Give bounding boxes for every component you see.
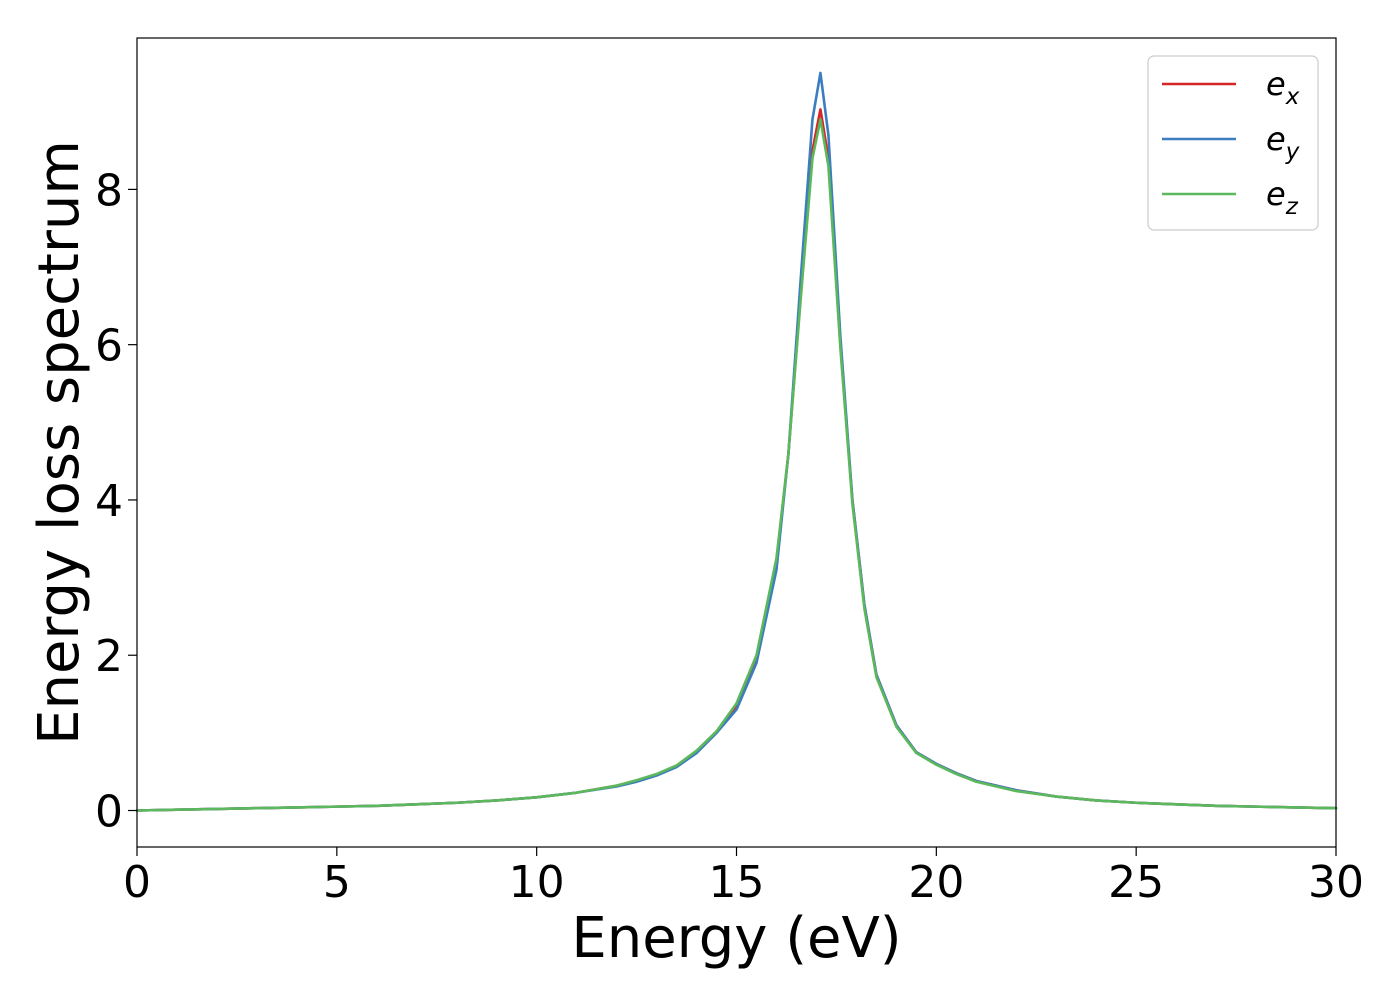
y-tick-label: 2 xyxy=(95,631,123,682)
x-tick-label: 30 xyxy=(1308,857,1364,908)
x-tick-label: 10 xyxy=(509,857,565,908)
legend-label-subscript: x xyxy=(1285,84,1300,110)
x-tick-label: 15 xyxy=(709,857,765,908)
legend-label-subscript: y xyxy=(1285,139,1300,165)
legend-label-main: e xyxy=(1266,120,1286,158)
x-tick-label: 5 xyxy=(323,857,351,908)
x-tick-label: 0 xyxy=(123,857,151,908)
y-tick-label: 4 xyxy=(95,476,123,527)
y-tick-label: 8 xyxy=(95,165,123,216)
y-axis: 0 2 4 6 8 xyxy=(95,165,137,838)
legend-box xyxy=(1147,55,1319,231)
legend-entry-z: ez xyxy=(1266,175,1299,220)
x-axis: 0 5 10 15 20 25 30 xyxy=(123,847,1364,908)
series-layer xyxy=(135,71,1338,812)
y-axis-title: Energy loss spectrum xyxy=(27,140,92,745)
legend-entry-y: ey xyxy=(1266,120,1300,165)
legend-label-main: e xyxy=(1266,65,1286,103)
legend-entry-x: ex xyxy=(1266,65,1300,110)
series-line-z xyxy=(135,118,1338,812)
x-axis-title: Energy (eV) xyxy=(571,906,901,971)
x-tick-label: 20 xyxy=(908,857,964,908)
legend-label-subscript: z xyxy=(1285,194,1299,220)
x-tick-label: 25 xyxy=(1108,857,1164,908)
legend-label-main: e xyxy=(1266,175,1286,213)
y-tick-label: 0 xyxy=(95,787,123,838)
y-tick-label: 6 xyxy=(95,321,123,372)
